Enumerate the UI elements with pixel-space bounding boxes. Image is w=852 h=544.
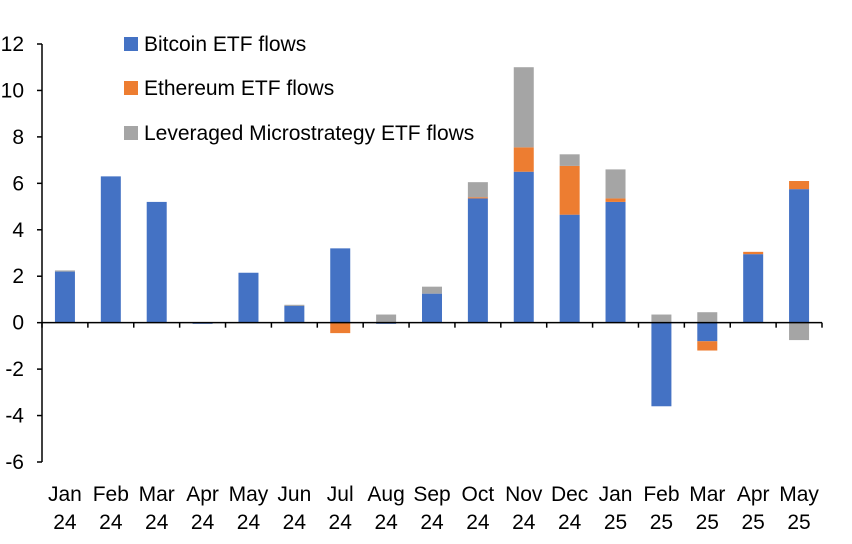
x-tick-label: Jun xyxy=(277,483,311,506)
x-tick-label-year: 24 xyxy=(53,511,77,534)
x-tick-label-year: 25 xyxy=(787,511,810,534)
x-tick-label-year: 24 xyxy=(558,511,582,534)
x-tick-label-year: 25 xyxy=(696,511,719,534)
x-tick-label-year: 24 xyxy=(283,511,307,534)
x-tick-label: Jul xyxy=(327,483,354,506)
bar-segment xyxy=(467,197,488,199)
x-tick-label-year: 25 xyxy=(650,511,673,534)
x-tick-label-year: 24 xyxy=(329,511,353,534)
x-tick-label-year: 24 xyxy=(420,511,444,534)
x-tick-label: Dec xyxy=(551,483,588,506)
bar-segment xyxy=(513,171,534,323)
x-tick-label: Apr xyxy=(186,483,219,506)
bar-segment xyxy=(422,286,442,294)
bar-segment xyxy=(697,312,718,323)
y-tick-label: 6 xyxy=(12,172,24,195)
x-tick-label: Jan xyxy=(599,483,633,506)
y-tick-label: -4 xyxy=(5,405,24,428)
y-tick-label: 0 xyxy=(12,312,24,335)
bar-segment xyxy=(789,322,810,341)
legend-swatch xyxy=(124,37,138,51)
bar-segment xyxy=(467,198,488,323)
bar-segment xyxy=(54,271,75,323)
legend-entry-label: Bitcoin ETF flows xyxy=(144,33,306,56)
bar-segment xyxy=(559,165,580,215)
legend-entry-label: Ethereum ETF flows xyxy=(144,77,334,100)
x-tick-label: Mar xyxy=(139,483,175,506)
bar-segment xyxy=(697,341,718,351)
bar-segment xyxy=(146,201,167,323)
x-tick-label: Jan xyxy=(48,483,82,506)
bar-segment xyxy=(605,198,626,202)
x-tick-label-year: 24 xyxy=(191,511,215,534)
bar-segment xyxy=(559,214,580,323)
bar-segment xyxy=(789,181,810,190)
x-tick-label: May xyxy=(229,483,269,506)
y-tick-label: 10 xyxy=(1,79,24,102)
bar-segment xyxy=(605,169,626,199)
y-tick-label: 4 xyxy=(12,219,24,242)
bar-segment xyxy=(376,314,397,323)
bar-segment xyxy=(330,248,351,323)
bar-segment xyxy=(467,182,488,198)
x-tick-label: Oct xyxy=(462,483,495,506)
bar-segment xyxy=(513,147,534,172)
x-tick-label: Nov xyxy=(505,483,543,506)
x-tick-label: Mar xyxy=(689,483,725,506)
axes-layer: -6-4-2024681012Jan24Feb24Mar24Apr24May24… xyxy=(1,33,823,534)
x-tick-label: Aug xyxy=(367,483,404,506)
bar-segment xyxy=(697,322,718,342)
bar-segment xyxy=(284,305,305,323)
bar-segment xyxy=(284,304,305,306)
bar-segment xyxy=(743,251,764,255)
legend: Bitcoin ETF flows Ethereum ETF flows Lever… xyxy=(124,33,474,145)
x-tick-label: Apr xyxy=(737,483,770,506)
bar-segment xyxy=(651,314,672,323)
bar-segment xyxy=(513,67,534,148)
x-tick-label-year: 24 xyxy=(237,511,261,534)
x-tick-label: May xyxy=(779,483,819,506)
x-tick-label-year: 24 xyxy=(145,511,169,534)
x-tick-label-year: 25 xyxy=(604,511,627,534)
bar-segment xyxy=(238,272,259,323)
x-tick-label-year: 25 xyxy=(741,511,764,534)
legend-swatch xyxy=(124,126,138,140)
y-tick-label: 8 xyxy=(12,126,24,149)
x-tick-label-year: 24 xyxy=(374,511,398,534)
y-tick-label: 12 xyxy=(1,33,24,56)
bar-segment xyxy=(743,254,764,323)
bar-segment xyxy=(651,322,672,407)
legend-swatch xyxy=(124,81,138,95)
bars-layer xyxy=(54,67,810,407)
x-tick-label-year: 24 xyxy=(512,511,536,534)
bar-segment xyxy=(100,176,121,323)
bar-segment xyxy=(330,322,351,334)
bar-segment xyxy=(54,270,75,272)
y-tick-label: -6 xyxy=(5,451,24,474)
legend-entry-label: Leveraged Microstrategy ETF flows xyxy=(144,122,474,145)
x-tick-label-year: 24 xyxy=(99,511,123,534)
bar-segment xyxy=(605,201,626,323)
bar-segment xyxy=(559,154,580,166)
x-tick-label: Feb xyxy=(93,483,129,506)
x-tick-label-year: 24 xyxy=(466,511,490,534)
x-tick-label: Sep xyxy=(413,483,450,506)
bar-segment xyxy=(789,189,810,323)
x-tick-label: Feb xyxy=(643,483,679,506)
bar-segment xyxy=(422,293,442,323)
y-tick-label: 2 xyxy=(12,265,24,288)
y-tick-label: -2 xyxy=(5,358,24,381)
